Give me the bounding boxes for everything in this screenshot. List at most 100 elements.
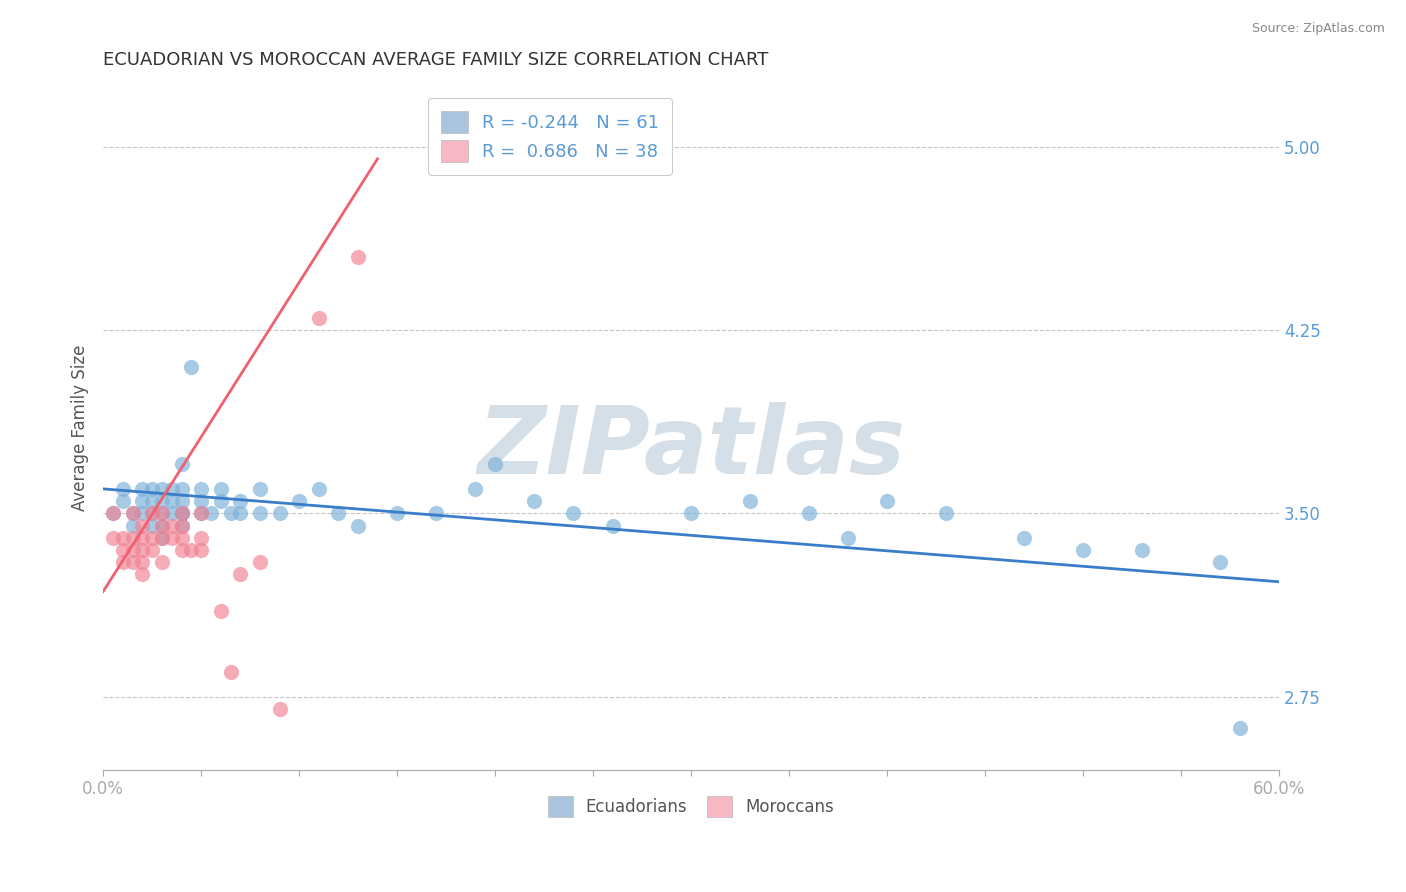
Point	[131, 555, 153, 569]
Point	[121, 506, 143, 520]
Point	[347, 250, 370, 264]
Point	[131, 543, 153, 558]
Point	[200, 506, 222, 520]
Point	[308, 482, 330, 496]
Point	[111, 494, 134, 508]
Point	[190, 494, 212, 508]
Point	[101, 506, 124, 520]
Point	[111, 555, 134, 569]
Point	[170, 543, 193, 558]
Point	[101, 531, 124, 545]
Point	[484, 458, 506, 472]
Point	[121, 506, 143, 520]
Point	[1071, 543, 1094, 558]
Point	[170, 494, 193, 508]
Point	[150, 531, 173, 545]
Point	[219, 506, 242, 520]
Point	[249, 482, 271, 496]
Point	[170, 518, 193, 533]
Point	[876, 494, 898, 508]
Point	[170, 458, 193, 472]
Point	[160, 531, 183, 545]
Point	[121, 555, 143, 569]
Point	[1012, 531, 1035, 545]
Point	[308, 310, 330, 325]
Point	[111, 482, 134, 496]
Point	[111, 543, 134, 558]
Point	[160, 482, 183, 496]
Point	[150, 555, 173, 569]
Point	[288, 494, 311, 508]
Text: Source: ZipAtlas.com: Source: ZipAtlas.com	[1251, 22, 1385, 36]
Point	[131, 482, 153, 496]
Point	[229, 506, 252, 520]
Point	[170, 506, 193, 520]
Point	[269, 506, 291, 520]
Point	[190, 506, 212, 520]
Point	[679, 506, 702, 520]
Point	[121, 518, 143, 533]
Point	[562, 506, 585, 520]
Point	[738, 494, 761, 508]
Point	[328, 506, 350, 520]
Point	[180, 359, 202, 374]
Point	[131, 494, 153, 508]
Point	[170, 506, 193, 520]
Point	[190, 506, 212, 520]
Point	[1229, 722, 1251, 736]
Point	[121, 531, 143, 545]
Point	[523, 494, 546, 508]
Point	[150, 531, 173, 545]
Point	[141, 506, 163, 520]
Text: ECUADORIAN VS MOROCCAN AVERAGE FAMILY SIZE CORRELATION CHART: ECUADORIAN VS MOROCCAN AVERAGE FAMILY SI…	[103, 51, 769, 69]
Point	[141, 531, 163, 545]
Point	[935, 506, 957, 520]
Point	[101, 506, 124, 520]
Point	[837, 531, 859, 545]
Point	[209, 482, 232, 496]
Point	[131, 506, 153, 520]
Point	[170, 482, 193, 496]
Point	[150, 506, 173, 520]
Point	[269, 702, 291, 716]
Point	[180, 543, 202, 558]
Point	[209, 494, 232, 508]
Point	[219, 665, 242, 680]
Point	[150, 518, 173, 533]
Point	[249, 555, 271, 569]
Point	[425, 506, 447, 520]
Point	[1130, 543, 1153, 558]
Point	[150, 506, 173, 520]
Point	[121, 543, 143, 558]
Point	[150, 518, 173, 533]
Point	[229, 494, 252, 508]
Legend: Ecuadorians, Moroccans: Ecuadorians, Moroccans	[541, 789, 841, 823]
Point	[347, 518, 370, 533]
Point	[229, 567, 252, 582]
Point	[141, 482, 163, 496]
Point	[141, 518, 163, 533]
Point	[464, 482, 486, 496]
Point	[602, 518, 624, 533]
Point	[170, 531, 193, 545]
Point	[190, 531, 212, 545]
Point	[190, 543, 212, 558]
Point	[131, 518, 153, 533]
Point	[190, 482, 212, 496]
Point	[131, 531, 153, 545]
Point	[160, 518, 183, 533]
Point	[160, 494, 183, 508]
Point	[141, 506, 163, 520]
Point	[797, 506, 820, 520]
Point	[249, 506, 271, 520]
Point	[160, 506, 183, 520]
Point	[111, 531, 134, 545]
Point	[170, 518, 193, 533]
Y-axis label: Average Family Size: Average Family Size	[72, 344, 89, 511]
Point	[150, 494, 173, 508]
Point	[141, 494, 163, 508]
Point	[150, 482, 173, 496]
Text: ZIPatlas: ZIPatlas	[477, 402, 905, 494]
Point	[209, 604, 232, 618]
Point	[385, 506, 408, 520]
